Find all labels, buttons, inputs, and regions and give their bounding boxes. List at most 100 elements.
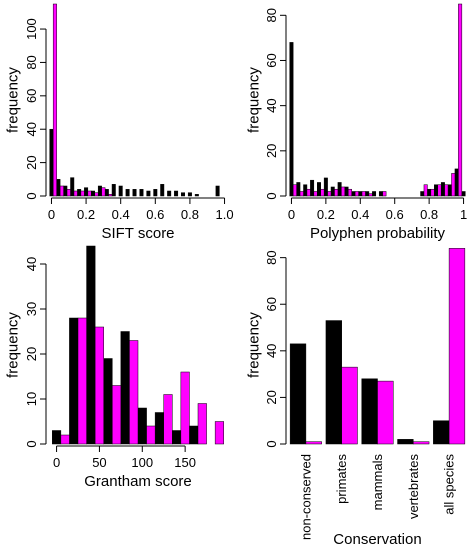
bar-series-2: [108, 194, 113, 197]
bar-series-2: [347, 188, 352, 197]
y-tick-label: 0: [264, 192, 279, 199]
bar-series-1: [167, 190, 172, 197]
bar-series-2: [313, 191, 318, 197]
x-tick-label: 0.6: [386, 207, 404, 222]
bar-series-1: [289, 343, 307, 445]
y-tick-label: 20: [24, 155, 39, 169]
y-tick-label: 60: [264, 297, 279, 311]
bar-series-1: [378, 191, 383, 197]
bar-series-1: [215, 185, 220, 197]
bar-series-1: [454, 168, 459, 197]
bar-series-1: [440, 182, 445, 197]
bar-series-2: [73, 190, 78, 197]
bar-series-2: [180, 371, 190, 445]
bar-series-1: [160, 184, 165, 197]
bar-series-1: [361, 378, 378, 445]
bar-series-1: [146, 190, 151, 197]
category-label: vertebrates: [406, 454, 421, 520]
x-axis-title: Polyphen probability: [310, 225, 446, 242]
bar-series-2: [197, 403, 207, 445]
bar-series-1: [103, 358, 113, 445]
x-axis-title: Grantham score: [84, 473, 192, 490]
bar-series-2: [66, 189, 71, 197]
bar-series-1: [344, 186, 349, 197]
y-tick-label: 40: [24, 122, 39, 136]
bar-series-2: [52, 3, 57, 197]
bar-series-1: [111, 184, 116, 197]
bar-series-2: [377, 380, 394, 445]
bar-series-1: [56, 179, 61, 197]
bar-series-1: [372, 191, 377, 197]
bar-series-1: [310, 179, 315, 197]
x-tick-label: 0.4: [112, 207, 130, 222]
y-tick-label: 40: [24, 257, 39, 271]
y-tick-label: 80: [264, 8, 279, 22]
bar-series-2: [341, 366, 358, 445]
bar-series-1: [181, 192, 185, 197]
y-tick-label: 0: [24, 440, 39, 447]
y-axis-title: frequency: [5, 67, 22, 133]
bar-series-2: [458, 3, 463, 197]
y-tick-label: 30: [24, 302, 39, 316]
bar-series-2: [444, 184, 449, 197]
bar-series-2: [320, 188, 325, 197]
y-tick-label: 60: [24, 89, 39, 103]
y-tick-label: 10: [24, 392, 39, 406]
x-tick-label: 0.4: [351, 207, 369, 222]
x-tick-label: 1.0: [215, 207, 233, 222]
bar-series-1: [86, 245, 96, 445]
y-tick-label: 40: [264, 98, 279, 112]
bar-series-2: [437, 184, 442, 197]
bar-series-1: [97, 185, 102, 197]
bar-series-1: [447, 184, 452, 197]
y-tick-label: 20: [24, 347, 39, 361]
x-tick-label: 1: [460, 207, 467, 222]
bar-series-1: [174, 190, 179, 197]
bar-series-1: [120, 331, 130, 445]
bar-series-1: [337, 182, 342, 197]
x-tick-label: 0: [48, 207, 55, 222]
x-axis-title: SIFT score: [101, 225, 174, 242]
x-tick-label: 0.2: [317, 207, 335, 222]
bar-series-1: [187, 192, 192, 197]
bar-series-1: [427, 188, 432, 197]
bar-series-2: [77, 317, 87, 445]
bar-series-2: [129, 340, 139, 445]
bar-series-2: [430, 188, 435, 197]
bar-series-1: [461, 191, 466, 197]
bar-series-2: [214, 421, 224, 445]
bar-series-2: [60, 434, 70, 445]
category-label: mammals: [370, 454, 385, 511]
y-axis-title: frequency: [246, 67, 263, 133]
bar-series-1: [153, 189, 158, 197]
bar-series-1: [91, 190, 95, 197]
y-tick-label: 0: [264, 440, 279, 447]
bar-series-1: [365, 191, 370, 197]
bar-series-1: [154, 412, 164, 445]
bar-series-2: [94, 192, 99, 197]
x-tick-label: 0: [288, 207, 295, 222]
bar-series-2: [101, 187, 106, 197]
bar-series-2: [305, 441, 322, 445]
bar-series-1: [118, 185, 123, 197]
bar-series-1: [289, 42, 294, 197]
bar-series-1: [351, 191, 356, 197]
bar-series-1: [132, 189, 137, 197]
bar-series-1: [69, 317, 79, 445]
bar-series-2: [59, 185, 64, 197]
y-tick-label: 20: [264, 390, 279, 404]
category-label: non-conserved: [298, 454, 313, 540]
bar-series-1: [77, 189, 82, 197]
bar-series-2: [451, 173, 456, 197]
bar-series-1: [189, 425, 199, 445]
bar-series-1: [303, 184, 308, 197]
bar-series-1: [104, 189, 109, 197]
y-tick-label: 100: [24, 18, 39, 40]
bar-series-2: [299, 191, 304, 197]
bar-series-2: [341, 186, 346, 197]
bar-series-2: [94, 326, 104, 445]
x-tick-label: 0.8: [181, 207, 199, 222]
y-axis-title: frequency: [5, 312, 22, 378]
bar-series-2: [87, 190, 92, 197]
bar-series-1: [194, 194, 199, 197]
